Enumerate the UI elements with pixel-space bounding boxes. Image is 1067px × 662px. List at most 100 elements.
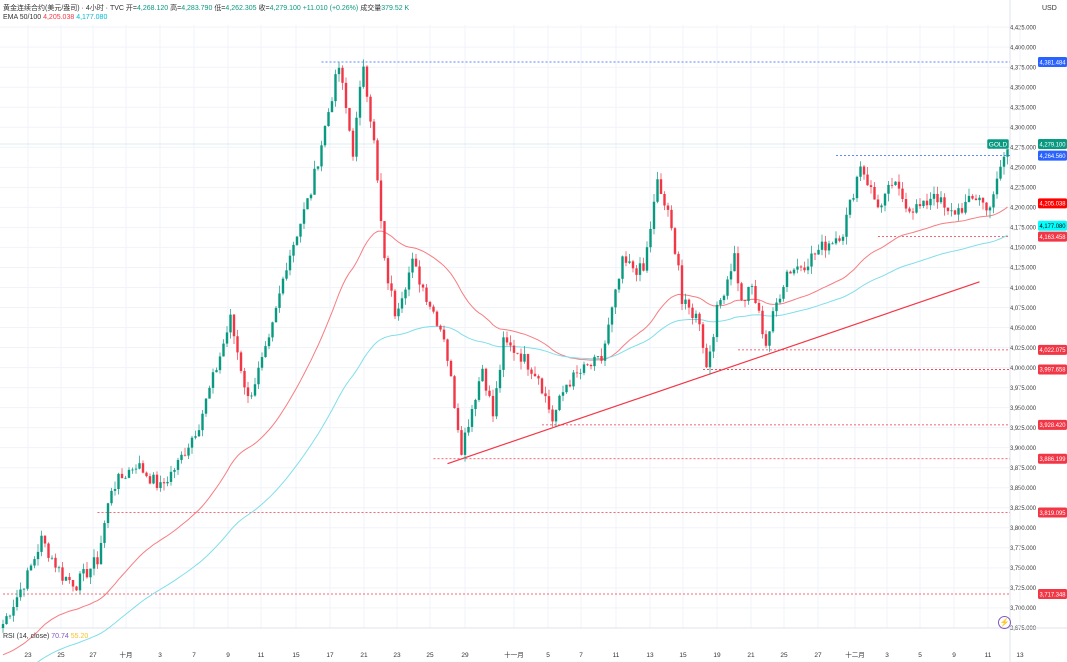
candle-body xyxy=(376,140,379,181)
candle xyxy=(925,193,929,210)
candle xyxy=(708,345,712,375)
candle xyxy=(722,294,726,304)
candle xyxy=(652,194,656,235)
candle-body xyxy=(267,337,271,347)
candle-body xyxy=(425,287,428,302)
level-price-label-bg xyxy=(1038,57,1067,67)
y-tick-label: 4,025.000 xyxy=(1010,345,1036,352)
y-tick-label: 3,675.000 xyxy=(1010,625,1036,632)
candle xyxy=(15,589,19,611)
candle-body xyxy=(407,272,411,290)
candle-body xyxy=(488,390,491,396)
candle xyxy=(96,551,99,569)
candle-body xyxy=(572,372,575,387)
candle-body xyxy=(134,468,138,470)
candle-body xyxy=(383,221,386,259)
candle xyxy=(743,299,747,308)
candle-body xyxy=(579,372,582,374)
candle-body xyxy=(484,368,488,391)
candle-body xyxy=(908,208,911,212)
candle xyxy=(425,284,428,305)
candle xyxy=(369,94,372,128)
candle xyxy=(208,385,211,399)
candle-body xyxy=(96,557,99,565)
y-tick-label: 4,375.000 xyxy=(1010,64,1036,71)
candle-body xyxy=(229,314,232,333)
candle-body xyxy=(218,356,222,371)
candle xyxy=(827,240,831,255)
x-tick-label: 9 xyxy=(226,652,230,659)
candle-body xyxy=(22,588,26,590)
candle xyxy=(397,302,400,321)
candle xyxy=(950,202,953,217)
candle xyxy=(789,270,792,274)
candle xyxy=(19,582,22,601)
candle-body xyxy=(92,557,96,569)
candle xyxy=(292,241,295,263)
candle xyxy=(169,465,173,486)
candle-body xyxy=(866,174,869,186)
candle-body xyxy=(404,289,407,299)
candle-body xyxy=(190,437,194,448)
candle xyxy=(953,209,957,215)
candle xyxy=(176,457,180,475)
candle-body xyxy=(222,343,225,357)
candle-body xyxy=(334,74,337,102)
candle-body xyxy=(456,408,460,431)
candle-body xyxy=(988,207,992,211)
candle-body xyxy=(474,399,477,410)
candle-body xyxy=(607,324,610,344)
candle-body xyxy=(369,96,372,122)
candle xyxy=(624,251,628,267)
candle-body xyxy=(981,197,985,203)
candle-body xyxy=(362,66,365,87)
ema-legend[interactable]: EMA 50/100 4,205.038 4,177.080 xyxy=(3,14,107,21)
candle xyxy=(505,331,509,346)
candle-body xyxy=(526,354,530,370)
candle-body xyxy=(950,210,953,212)
candle-body xyxy=(593,356,596,367)
candle-body xyxy=(124,477,127,479)
candle-body xyxy=(922,200,925,207)
candle xyxy=(43,535,47,548)
candle-body xyxy=(932,193,936,199)
candle xyxy=(236,329,239,360)
volume-label: 成交量 xyxy=(360,5,382,12)
candle xyxy=(404,287,407,305)
y-tick-label: 3,850.000 xyxy=(1010,485,1036,492)
candle xyxy=(309,193,313,201)
candle xyxy=(470,404,474,432)
candle xyxy=(379,173,383,229)
y-tick-label: 3,975.000 xyxy=(1010,385,1036,392)
candle xyxy=(295,235,299,246)
candle-body xyxy=(428,301,432,307)
x-tick-label: 15 xyxy=(292,652,300,659)
candle-body xyxy=(141,463,145,473)
candle-body xyxy=(883,193,887,206)
candle-body xyxy=(761,310,764,335)
candle-body xyxy=(491,395,495,417)
candle-body xyxy=(638,263,642,275)
candle-body xyxy=(778,298,782,303)
candle xyxy=(806,258,810,275)
candle xyxy=(992,191,995,214)
rsi-legend[interactable]: RSI (14, close) 70.74 55.20 xyxy=(3,633,88,640)
candle xyxy=(467,419,470,436)
candle-body xyxy=(967,195,971,202)
candle-body xyxy=(509,342,512,346)
candle xyxy=(981,197,985,210)
candle xyxy=(453,374,456,409)
candle-body xyxy=(89,568,92,578)
candle-body xyxy=(631,261,635,269)
candle xyxy=(435,310,439,327)
candle xyxy=(575,365,579,378)
candle-body xyxy=(873,186,876,200)
candle xyxy=(306,198,309,210)
candle xyxy=(36,544,40,566)
candle-body xyxy=(239,352,243,371)
lightning-icon[interactable]: ⚡ xyxy=(998,616,1011,629)
candle xyxy=(348,107,351,132)
candle xyxy=(523,346,526,364)
candle xyxy=(747,286,750,305)
